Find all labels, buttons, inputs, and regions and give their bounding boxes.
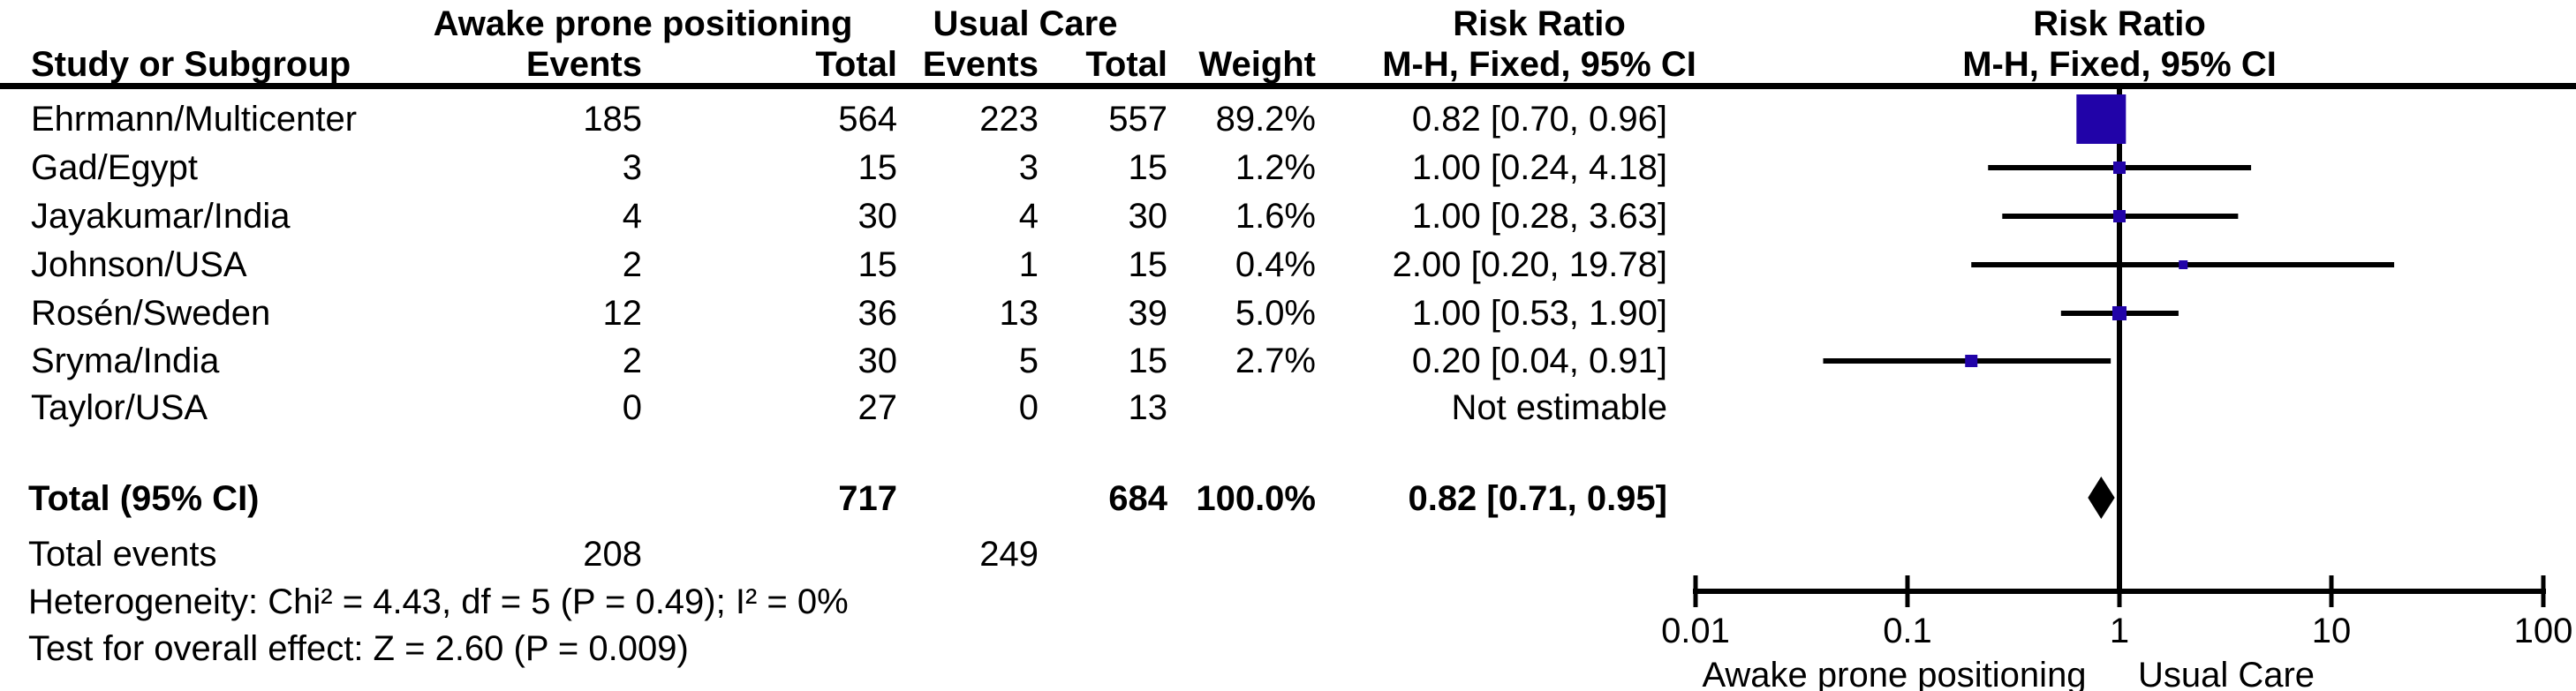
total-events-label: Total events: [28, 535, 217, 574]
total-row-label: Total (95% CI): [28, 479, 260, 518]
study-events-awake: 185: [583, 100, 642, 139]
study-weight: 2.7%: [1235, 342, 1316, 380]
plot-header-line1: Risk Ratio: [2033, 4, 2206, 43]
effect-marker-square: [2113, 161, 2126, 174]
axis-tick-label: 100: [2513, 612, 2573, 650]
group-header-awake: Awake prone positioning: [433, 4, 853, 43]
study-events-usual: 5: [1018, 342, 1039, 380]
effect-marker-square: [2112, 306, 2127, 320]
study-events-usual: 1: [1018, 245, 1039, 284]
total-events-usual: 249: [979, 535, 1039, 574]
study-name: Sryma/India: [31, 342, 220, 380]
study-total-awake: 564: [838, 100, 897, 139]
study-total-usual: 15: [1128, 148, 1168, 187]
study-events-usual: 4: [1018, 197, 1039, 236]
study-rr-ci-text: 1.00 [0.53, 1.90]: [1411, 294, 1667, 333]
effect-marker-square: [1965, 355, 1978, 367]
study-total-usual: 13: [1128, 388, 1168, 427]
col-header-study: Study or Subgroup: [31, 45, 351, 84]
study-weight: 0.4%: [1235, 245, 1316, 284]
study-events-awake: 0: [622, 388, 642, 427]
study-rr-ci-text: 1.00 [0.24, 4.18]: [1411, 148, 1667, 187]
effect-marker-square: [2076, 94, 2127, 144]
plot-header-line2: M-H, Fixed, 95% CI: [1962, 45, 2277, 84]
study-total-awake: 36: [857, 294, 898, 333]
study-events-usual: 0: [1018, 388, 1039, 427]
group-header-usual: Usual Care: [933, 4, 1118, 43]
axis-tick-label: 10: [2311, 612, 2352, 650]
total-rr-ci-text: 0.82 [0.71, 0.95]: [1408, 479, 1667, 518]
study-events-awake: 4: [622, 197, 642, 236]
study-events-usual: 223: [979, 100, 1039, 139]
pooled-effect-diamond: [2088, 477, 2115, 519]
study-weight: 89.2%: [1215, 100, 1316, 139]
study-events-awake: 3: [622, 148, 642, 187]
effect-marker-square: [2179, 260, 2188, 269]
study-total-awake: 15: [857, 245, 898, 284]
total-usual-total: 684: [1108, 479, 1167, 518]
total-awake-total: 717: [838, 479, 897, 518]
axis-caption-right: Usual Care: [2137, 656, 2315, 691]
study-rr-ci-text: 0.82 [0.70, 0.96]: [1411, 100, 1667, 139]
study-total-awake: 30: [857, 197, 898, 236]
heterogeneity-text: Heterogeneity: Chi² = 4.43, df = 5 (P = …: [28, 582, 849, 621]
study-name: Ehrmann/Multicenter: [31, 100, 358, 139]
study-events-awake: 12: [602, 294, 643, 333]
col-header-events-usual: Events: [922, 45, 1039, 84]
study-name: Gad/Egypt: [31, 148, 199, 187]
study-name: Johnson/USA: [31, 245, 247, 284]
axis-caption-left: Awake prone positioning: [1702, 656, 2087, 691]
overall-effect-text: Test for overall effect: Z = 2.60 (P = 0…: [28, 629, 689, 668]
col-header-events-awake: Events: [525, 45, 642, 84]
study-total-usual: 15: [1128, 342, 1168, 380]
rr-column-header-line1: Risk Ratio: [1453, 4, 1626, 43]
axis-tick-label: 0.1: [1883, 612, 1932, 650]
rr-column-header-line2: M-H, Fixed, 95% CI: [1382, 45, 1696, 84]
study-total-awake: 27: [857, 388, 898, 427]
study-events-usual: 3: [1018, 148, 1039, 187]
study-name: Taylor/USA: [31, 388, 208, 427]
study-weight: 1.2%: [1235, 148, 1316, 187]
study-rr-ci-text: 0.20 [0.04, 0.91]: [1411, 342, 1667, 380]
study-rr-ci-text: Not estimable: [1451, 388, 1667, 427]
study-rr-ci-text: 2.00 [0.20, 19.78]: [1392, 245, 1667, 284]
study-total-usual: 30: [1128, 197, 1168, 236]
study-events-awake: 2: [622, 342, 642, 380]
study-weight: 1.6%: [1235, 197, 1316, 236]
axis-tick-label: 1: [2109, 612, 2130, 650]
effect-marker-square: [2113, 210, 2126, 222]
study-total-awake: 15: [857, 148, 898, 187]
study-events-awake: 2: [622, 245, 642, 284]
total-events-awake: 208: [583, 535, 642, 574]
axis-tick-label: 0.01: [1661, 612, 1730, 650]
study-name: Rosén/Sweden: [31, 294, 271, 333]
col-header-total-awake: Total: [815, 45, 897, 84]
study-name: Jayakumar/India: [31, 197, 291, 236]
study-total-usual: 557: [1108, 100, 1167, 139]
study-total-usual: 15: [1128, 245, 1168, 284]
header-divider-rule: [0, 83, 2576, 89]
col-header-total-usual: Total: [1085, 45, 1167, 84]
col-header-weight: Weight: [1198, 45, 1316, 84]
study-events-usual: 13: [999, 294, 1039, 333]
study-total-usual: 39: [1128, 294, 1168, 333]
study-total-awake: 30: [857, 342, 898, 380]
study-weight: 5.0%: [1235, 294, 1316, 333]
study-rr-ci-text: 1.00 [0.28, 3.63]: [1411, 197, 1667, 236]
total-weight: 100.0%: [1196, 479, 1316, 518]
